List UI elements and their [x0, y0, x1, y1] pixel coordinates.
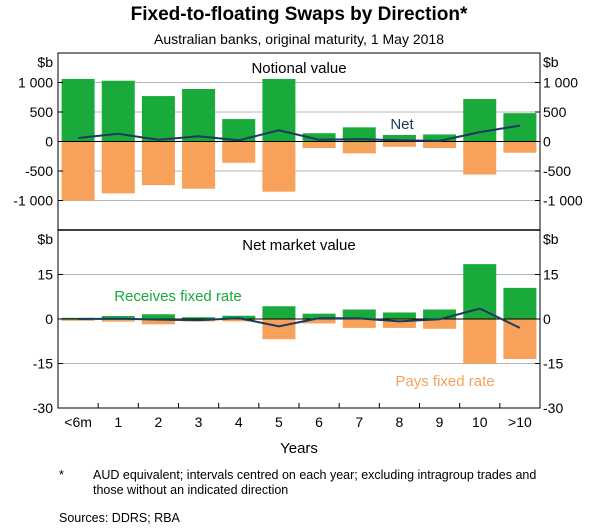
market-receives-bar [182, 317, 216, 319]
x-tick-label: 5 [275, 414, 283, 430]
notional-receives-bar [342, 127, 376, 142]
y-tick-label-left: -1 000 [13, 193, 53, 209]
market-pays-bar [342, 319, 376, 328]
market-pays-bar [61, 319, 95, 321]
notional-pays-bar [423, 141, 457, 148]
market-receives-bar [503, 287, 537, 319]
x-tick-label: 3 [195, 414, 203, 430]
y-tick-label-left: 500 [30, 104, 54, 120]
y-tick-label-right: 0 [543, 311, 551, 327]
notional-pays-bar [101, 141, 135, 194]
y-tick-label-right: -15 [543, 356, 563, 372]
y-tick-label-left: -30 [33, 400, 53, 416]
market-net-line [78, 307, 521, 329]
chart-title: Fixed-to-floating Swaps by Direction* [131, 4, 468, 25]
x-tick-label: 6 [315, 414, 323, 430]
y-tick-label-right: -500 [543, 163, 571, 179]
footnote-marker: * [59, 468, 64, 482]
notional-pays-bar [141, 141, 175, 186]
notional-pays-bar [61, 141, 95, 201]
unit-label-left: $b [37, 54, 53, 70]
chart-subtitle: Australian banks, original maturity, 1 M… [154, 31, 444, 47]
notional-pays-bar [342, 141, 376, 154]
y-tick-label-right: 0 [543, 134, 551, 150]
x-tick-label: <6m [64, 414, 92, 430]
notional-pays-bar [182, 141, 216, 189]
unit-label-left: $b [37, 231, 53, 247]
market-pays-bar [141, 319, 175, 325]
notional-pays-bar [262, 141, 296, 192]
market-receives-bar [463, 264, 497, 319]
y-tick-label-right: -1 000 [543, 193, 583, 209]
x-axis-label: Years [280, 440, 318, 457]
pays-series-label: Pays fixed rate [395, 373, 494, 390]
y-tick-label-left: 0 [45, 134, 53, 150]
market-panel-title: Net market value [242, 237, 355, 254]
chart-canvas: Fixed-to-floating Swaps by Direction* Au… [13, 4, 583, 457]
x-tick-label: 9 [436, 414, 444, 430]
notional-receives-bar [222, 119, 256, 142]
market-receives-bar [262, 306, 296, 319]
notional-receives-bar [101, 80, 135, 142]
market-pays-bar [463, 319, 497, 364]
x-tick-label: >10 [508, 414, 532, 430]
y-tick-label-right: -30 [543, 400, 563, 416]
x-tick-label: 7 [355, 414, 363, 430]
notional-receives-bar [423, 134, 457, 142]
notional-pays-bar [382, 141, 416, 147]
market-receives-bar [302, 313, 336, 319]
x-tick-label: 10 [472, 414, 488, 430]
market-receives-bar [423, 309, 457, 319]
market-receives-bar [61, 317, 95, 319]
notional-pays-bar [503, 141, 537, 153]
y-tick-label-left: -500 [25, 163, 53, 179]
x-tick-label: 2 [155, 414, 163, 430]
market-receives-bar [101, 316, 135, 319]
market-receives-bar [382, 312, 416, 319]
x-tick-label: 4 [235, 414, 243, 430]
market-receives-bar [141, 314, 175, 319]
notional-receives-bar [302, 133, 336, 142]
footnote-text: AUD equivalent; intervals centred on eac… [93, 468, 537, 497]
x-tick-label: 1 [114, 414, 122, 430]
notional-receives-bar [182, 88, 216, 142]
market-pays-bar [503, 319, 537, 360]
notional-receives-bar [61, 78, 95, 142]
y-tick-label-right: 15 [543, 267, 559, 283]
market-pays-bar [423, 319, 457, 329]
y-tick-label-left: 0 [45, 311, 53, 327]
notional-net-line [77, 124, 521, 142]
market-pays-bar [222, 319, 256, 322]
y-tick-label-left: -15 [33, 356, 53, 372]
notional-panel-title: Notional value [251, 60, 346, 77]
market-pays-bar [382, 319, 416, 328]
market-pays-bar [101, 319, 135, 322]
notional-receives-bar [141, 96, 175, 142]
x-tick-label: 8 [396, 414, 404, 430]
y-tick-label-right: 1 000 [543, 75, 578, 91]
net-series-label: Net [390, 116, 414, 133]
market-receives-bar [342, 309, 376, 319]
notional-pays-bar [302, 141, 336, 148]
y-tick-label-right: 500 [543, 104, 567, 120]
y-tick-label-left: 15 [37, 267, 53, 283]
market-pays-bar [262, 319, 296, 340]
notional-receives-bar [382, 135, 416, 142]
unit-label-right: $b [543, 231, 559, 247]
sources-text: Sources: DDRS; RBA [59, 511, 180, 525]
market-pays-bar [302, 319, 336, 324]
notional-pays-bar [222, 141, 256, 163]
notional-pays-bar [463, 141, 497, 175]
y-tick-label-left: 1 000 [18, 75, 53, 91]
unit-label-right: $b [543, 54, 559, 70]
receives-series-label: Receives fixed rate [114, 288, 242, 305]
